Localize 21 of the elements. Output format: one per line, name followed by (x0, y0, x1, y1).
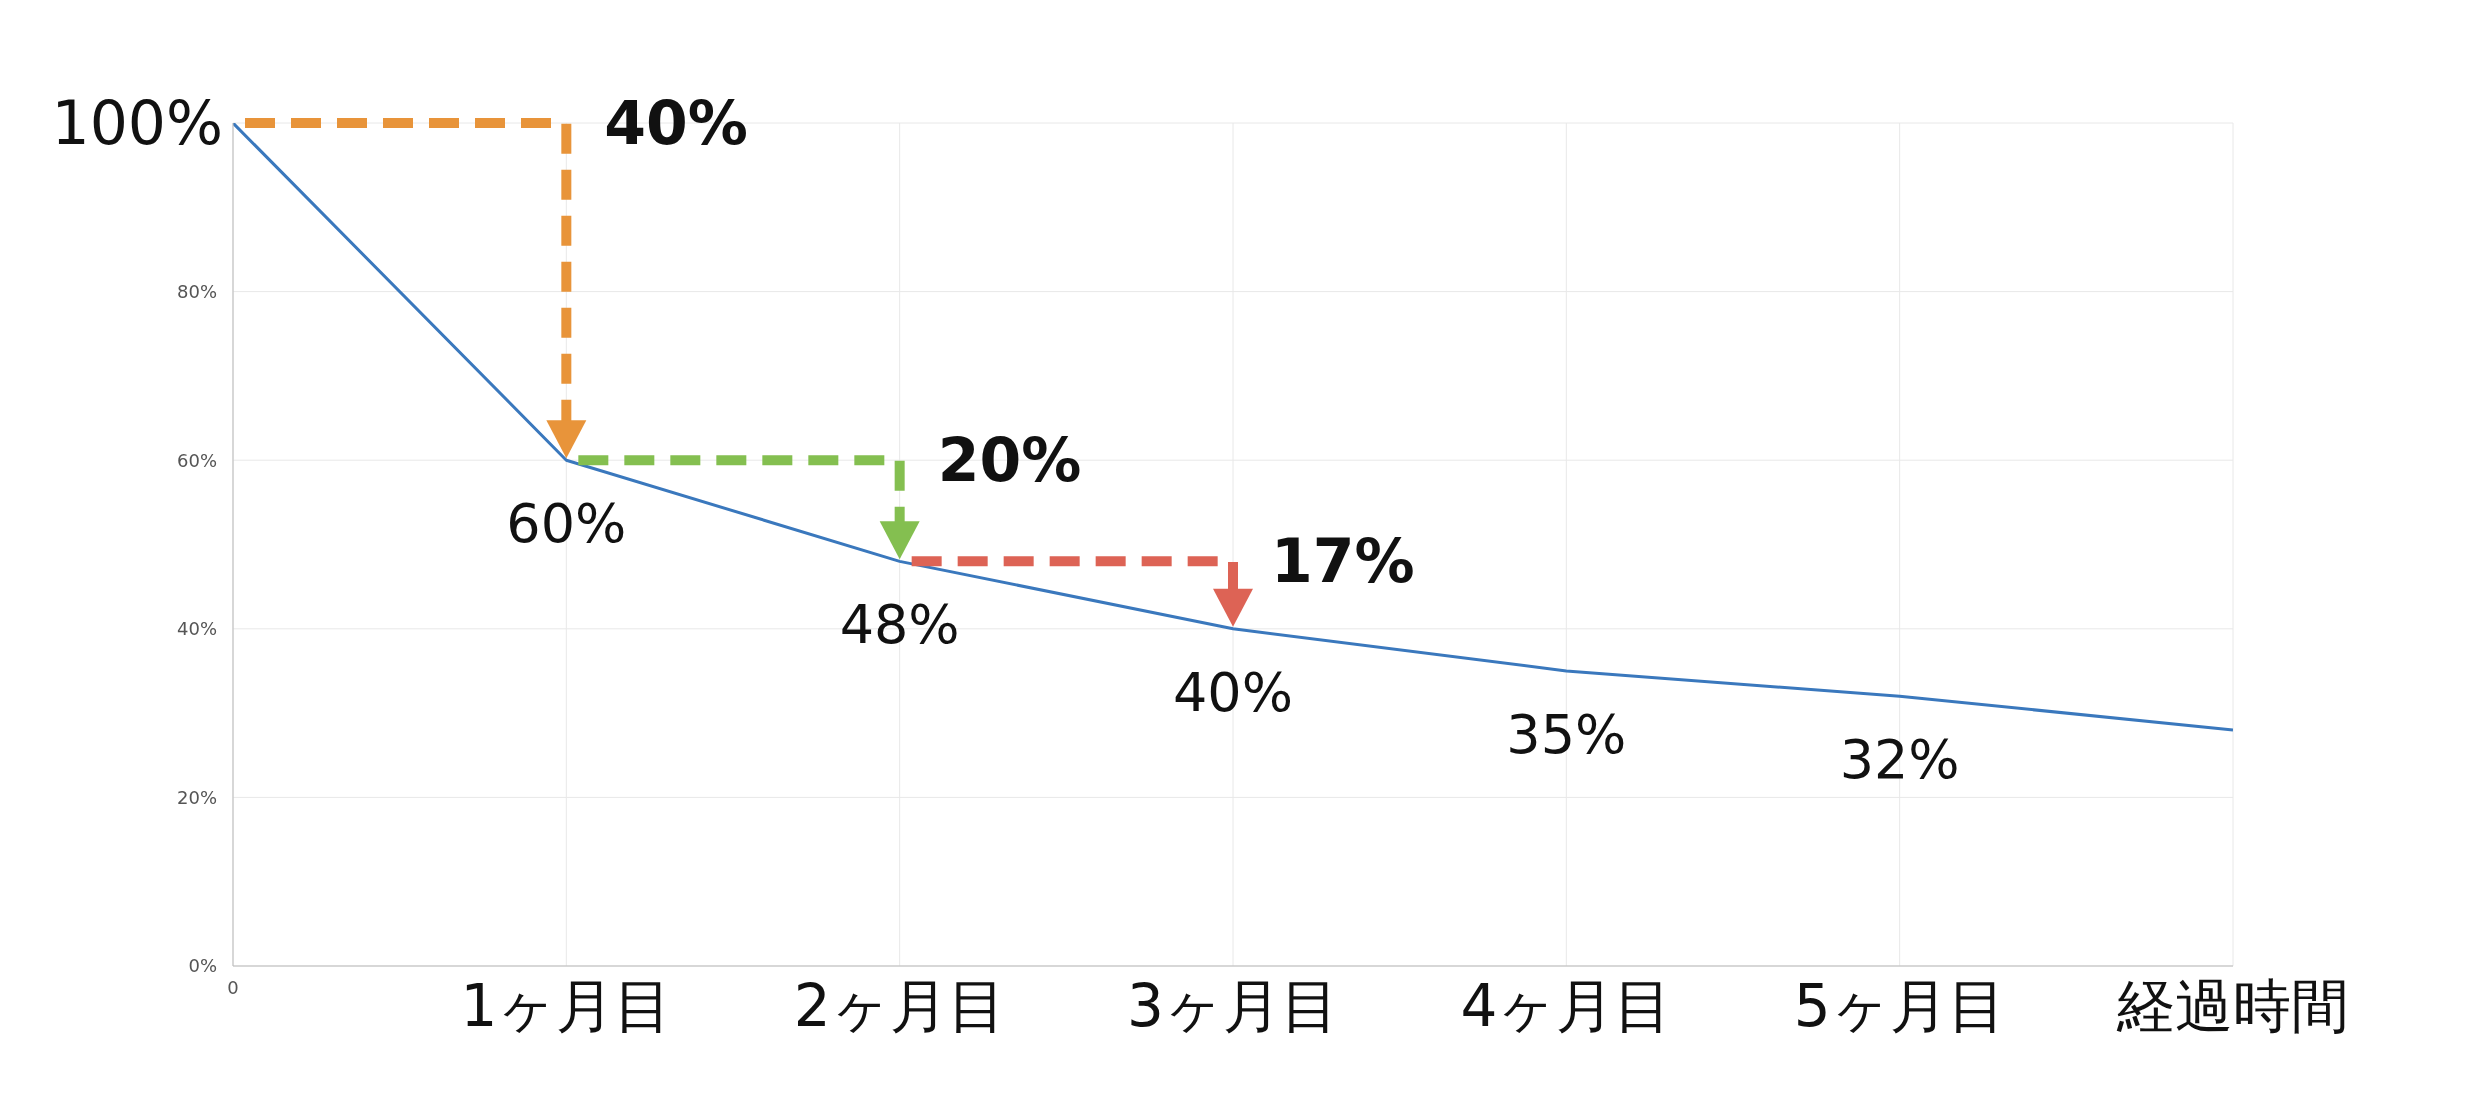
x-tick-label: 3ヶ月目 (1127, 972, 1339, 1040)
y-tick-label: 20% (176, 786, 217, 808)
data-label: 40% (1172, 660, 1294, 724)
x-tick-label: 経過時間 (2116, 972, 2349, 1040)
y-tick-label: 0% (188, 955, 217, 977)
x-tick-label: 2ヶ月目 (793, 972, 1006, 1040)
data-label: 100% (51, 88, 223, 158)
data-label: 60% (506, 492, 627, 556)
x-tick-label: 4ヶ月目 (1460, 972, 1673, 1040)
x-tick-label: 1ヶ月目 (460, 972, 673, 1040)
x-tick-label: 0 (227, 977, 239, 998)
y-tick-label: 80% (176, 280, 217, 302)
y-tick-label: 40% (176, 618, 217, 640)
y-tick-label: 60% (176, 449, 217, 471)
data-label: 35% (1506, 702, 1627, 766)
annotation: 40% (604, 88, 748, 158)
data-label: 32% (1839, 728, 1960, 792)
annotation: 20% (937, 425, 1082, 496)
annotation: 17% (1271, 526, 1415, 597)
x-tick-label: 5ヶ月目 (1793, 972, 2006, 1040)
data-label: 48% (839, 593, 960, 657)
